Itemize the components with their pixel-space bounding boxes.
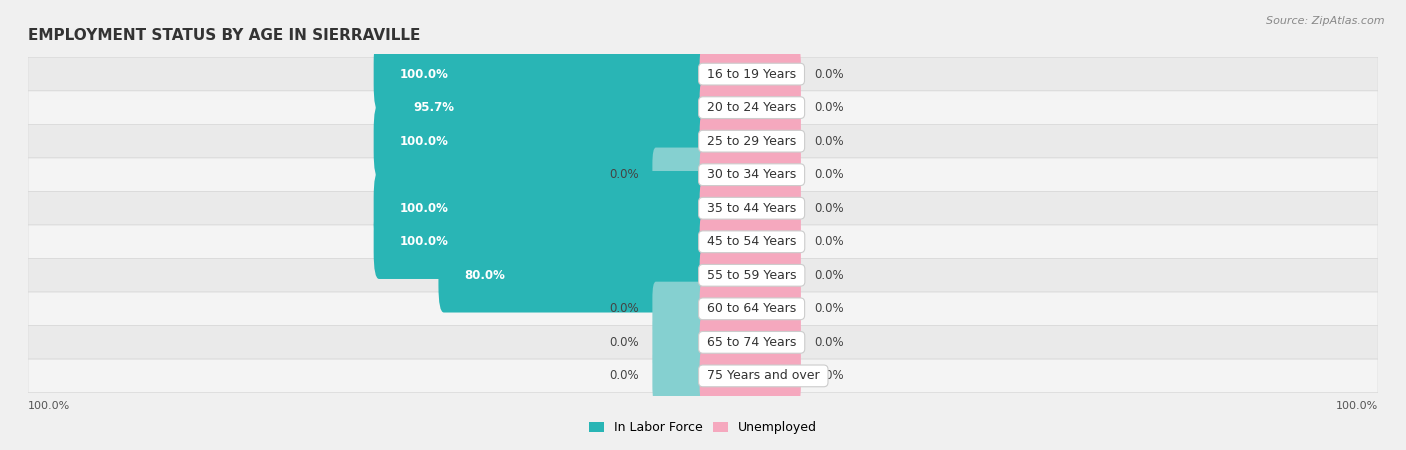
- FancyBboxPatch shape: [700, 282, 801, 336]
- FancyBboxPatch shape: [28, 292, 1378, 326]
- FancyBboxPatch shape: [374, 171, 709, 245]
- FancyBboxPatch shape: [652, 282, 706, 336]
- FancyBboxPatch shape: [28, 57, 1378, 91]
- FancyBboxPatch shape: [374, 37, 709, 111]
- Text: 100.0%: 100.0%: [1336, 401, 1378, 411]
- Text: 35 to 44 Years: 35 to 44 Years: [703, 202, 800, 215]
- FancyBboxPatch shape: [652, 315, 706, 369]
- Text: 0.0%: 0.0%: [814, 269, 844, 282]
- Text: 100.0%: 100.0%: [399, 135, 449, 148]
- FancyBboxPatch shape: [28, 225, 1378, 259]
- Text: 0.0%: 0.0%: [814, 135, 844, 148]
- Text: 60 to 64 Years: 60 to 64 Years: [703, 302, 800, 315]
- Text: 65 to 74 Years: 65 to 74 Years: [703, 336, 800, 349]
- Text: 0.0%: 0.0%: [814, 369, 844, 382]
- Text: 95.7%: 95.7%: [413, 101, 454, 114]
- Text: 0.0%: 0.0%: [814, 235, 844, 248]
- FancyBboxPatch shape: [652, 148, 706, 202]
- FancyBboxPatch shape: [700, 215, 801, 269]
- Text: 0.0%: 0.0%: [814, 202, 844, 215]
- FancyBboxPatch shape: [374, 104, 709, 178]
- FancyBboxPatch shape: [700, 114, 801, 168]
- FancyBboxPatch shape: [700, 81, 801, 135]
- Text: 0.0%: 0.0%: [814, 68, 844, 81]
- Text: 100.0%: 100.0%: [399, 235, 449, 248]
- FancyBboxPatch shape: [700, 47, 801, 101]
- Text: Source: ZipAtlas.com: Source: ZipAtlas.com: [1267, 16, 1385, 26]
- Text: 0.0%: 0.0%: [814, 101, 844, 114]
- Text: 0.0%: 0.0%: [814, 302, 844, 315]
- Text: 0.0%: 0.0%: [814, 168, 844, 181]
- FancyBboxPatch shape: [652, 349, 706, 403]
- Text: 0.0%: 0.0%: [609, 168, 638, 181]
- FancyBboxPatch shape: [28, 124, 1378, 158]
- FancyBboxPatch shape: [700, 181, 801, 235]
- Text: 0.0%: 0.0%: [609, 302, 638, 315]
- Text: 0.0%: 0.0%: [814, 336, 844, 349]
- Legend: In Labor Force, Unemployed: In Labor Force, Unemployed: [589, 421, 817, 434]
- FancyBboxPatch shape: [439, 238, 709, 312]
- Text: 75 Years and over: 75 Years and over: [703, 369, 824, 382]
- FancyBboxPatch shape: [28, 191, 1378, 225]
- FancyBboxPatch shape: [700, 349, 801, 403]
- FancyBboxPatch shape: [28, 259, 1378, 292]
- FancyBboxPatch shape: [700, 315, 801, 369]
- Text: 55 to 59 Years: 55 to 59 Years: [703, 269, 800, 282]
- Text: EMPLOYMENT STATUS BY AGE IN SIERRAVILLE: EMPLOYMENT STATUS BY AGE IN SIERRAVILLE: [28, 28, 420, 43]
- Text: 100.0%: 100.0%: [399, 68, 449, 81]
- FancyBboxPatch shape: [374, 205, 709, 279]
- FancyBboxPatch shape: [28, 359, 1378, 393]
- Text: 0.0%: 0.0%: [609, 369, 638, 382]
- Text: 25 to 29 Years: 25 to 29 Years: [703, 135, 800, 148]
- FancyBboxPatch shape: [28, 91, 1378, 124]
- Text: 0.0%: 0.0%: [609, 336, 638, 349]
- FancyBboxPatch shape: [388, 71, 709, 145]
- Text: 100.0%: 100.0%: [399, 202, 449, 215]
- Text: 30 to 34 Years: 30 to 34 Years: [703, 168, 800, 181]
- FancyBboxPatch shape: [28, 158, 1378, 191]
- Text: 80.0%: 80.0%: [464, 269, 505, 282]
- FancyBboxPatch shape: [700, 148, 801, 202]
- Text: 45 to 54 Years: 45 to 54 Years: [703, 235, 800, 248]
- Text: 16 to 19 Years: 16 to 19 Years: [703, 68, 800, 81]
- FancyBboxPatch shape: [700, 248, 801, 302]
- Text: 100.0%: 100.0%: [28, 401, 70, 411]
- FancyBboxPatch shape: [28, 326, 1378, 359]
- Text: 20 to 24 Years: 20 to 24 Years: [703, 101, 800, 114]
